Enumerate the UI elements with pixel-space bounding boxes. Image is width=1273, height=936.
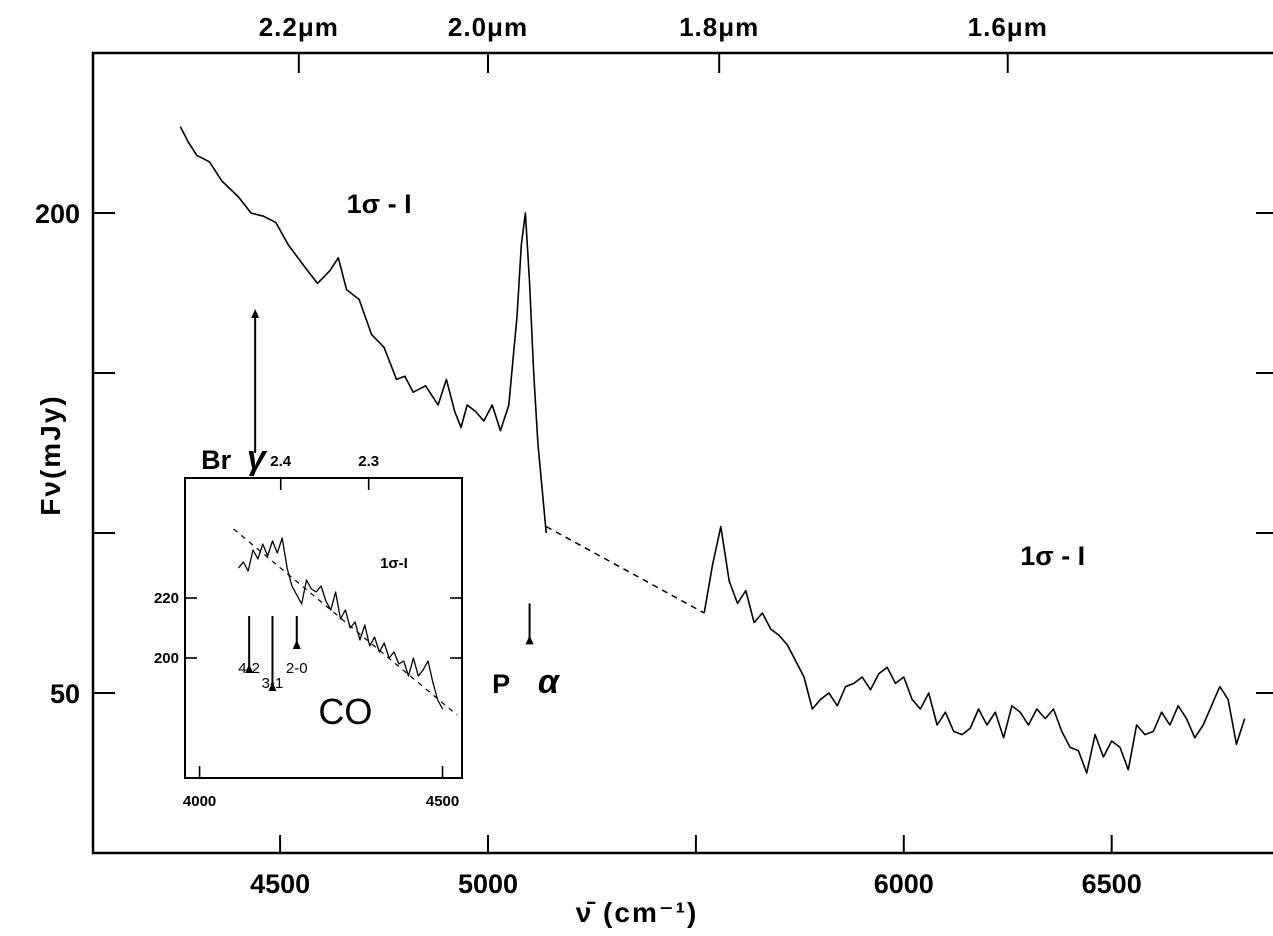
palpha-label-p: P [492,669,510,699]
main-gap-dashed-line [545,525,705,614]
main-y-ticks: 50 200 [35,199,1273,709]
main-x-ticks: 4500 5000 6000 6500 [250,835,1142,899]
brgamma-label-gamma: γ [247,439,268,477]
main-annotations: 1σ - I Br γ P α 1σ - I [201,189,1085,701]
co-label: CO [318,691,372,732]
inset-x-tick-label: 4500 [426,793,459,810]
inset-x-tick-label: 4000 [183,793,216,810]
inset-y-ticks: 200 220 [154,590,462,667]
main-top-wavelength-ticks: 2.2μm 2.0μm 1.8μm 1.6μm [259,12,1048,73]
main-arrow-2-head [525,635,534,645]
main-x-tick-label: 5000 [458,869,518,899]
main-top-tick-label: 2.0μm [448,12,528,42]
inset-annotations: 1σ-I4-23-12-0CO [238,555,408,732]
main-top-tick-label: 1.6μm [968,12,1048,42]
main-series-group [179,126,1246,774]
inset-top-tick-label: 2.3 [358,453,379,470]
main-arrow-2 [525,603,534,645]
main-top-tick-label: 2.2μm [259,12,339,42]
co-band-label-2-0: 2-0 [286,660,308,677]
main-plot-frame [91,51,1273,855]
palpha-label-alpha: α [538,663,561,701]
main-arrow-1-head [251,309,260,318]
inset-top-wavelength-ticks: 2.4 2.3 [270,453,379,490]
inset-continuum-dashed-line [233,528,458,716]
main-spectrum-line-2 [703,525,1246,774]
inset-arrow-2-0 [292,616,301,649]
main-spectrum-line-1 [179,126,547,534]
main-sigma-label-left: 1σ - I [347,189,412,219]
main-arrow-1 [251,309,260,453]
inset-plot-background [185,478,462,778]
inset-y-tick-label: 220 [154,590,179,607]
main-x-tick-label: 4500 [250,869,310,899]
inset-series-group [233,528,458,716]
brgamma-label-br: Br [201,445,231,475]
inset-spectrum-line [237,537,444,710]
inset-arrow-4-2-head [245,664,254,673]
inset-arrow-4-2 [245,616,254,673]
inset-top-tick-label: 2.4 [270,453,292,470]
main-top-tick-label: 1.8μm [679,12,759,42]
main-y-axis-label: Fν(mJy) [35,394,66,515]
inset-arrow-2-0-head [292,640,301,649]
inset-y-tick-label: 200 [154,650,179,667]
main-x-axis-label: ν̄ (cm⁻¹) [576,897,699,928]
main-sigma-label-right: 1σ - I [1020,541,1085,571]
inset-arrow-3-1 [268,616,277,691]
main-y-tick-label: 50 [50,679,80,709]
inset-arrow-3-1-head [268,682,277,691]
main-x-tick-label: 6000 [874,869,934,899]
main-y-tick-label: 200 [35,199,80,229]
main-x-tick-label: 6500 [1082,869,1142,899]
inset-x-ticks: 4000 4500 [183,766,459,810]
inset-sigma-label: 1σ-I [380,555,408,572]
inset-plot-frame [184,477,463,779]
main-plot: 4500 5000 6000 6500 2.2μm 2.0μm 1.8μm 1.6μm 50… [35,12,1273,928]
